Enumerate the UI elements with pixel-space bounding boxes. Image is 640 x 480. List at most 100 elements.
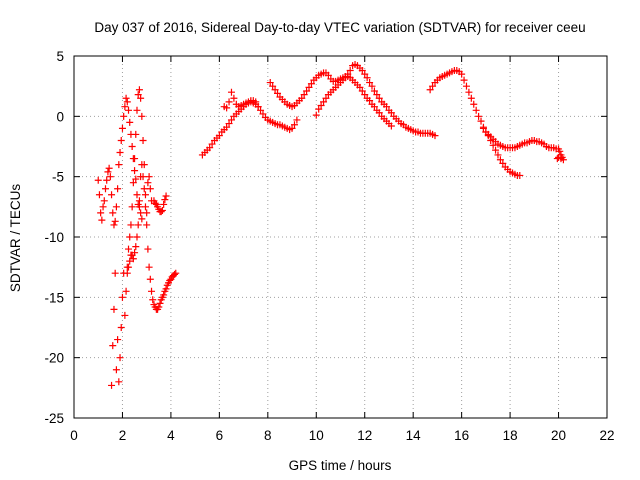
data-point xyxy=(121,103,129,111)
data-point xyxy=(131,167,139,175)
data-point xyxy=(366,97,374,105)
data-point xyxy=(479,124,487,132)
data-point xyxy=(148,287,156,295)
data-point xyxy=(132,175,140,183)
data-point xyxy=(125,245,133,253)
data-point xyxy=(375,94,383,102)
data-point xyxy=(94,176,102,184)
axis-ticks xyxy=(73,55,608,419)
data-point xyxy=(373,91,381,99)
data-point xyxy=(475,112,483,120)
data-point xyxy=(206,144,214,152)
data-point xyxy=(363,74,371,82)
data-point xyxy=(157,208,165,216)
series-arc-6 xyxy=(220,88,262,112)
data-point xyxy=(426,86,434,94)
x-tick-label: 22 xyxy=(599,428,614,443)
data-point xyxy=(317,101,325,109)
x-tick-label: 20 xyxy=(551,428,566,443)
data-point xyxy=(155,303,163,311)
data-point xyxy=(116,149,124,157)
data-point xyxy=(121,311,129,319)
data-point xyxy=(144,179,152,187)
data-point xyxy=(144,245,152,253)
data-point xyxy=(135,86,143,94)
data-point xyxy=(465,88,473,96)
x-tick-label: 12 xyxy=(357,428,372,443)
data-point xyxy=(290,121,298,129)
data-point xyxy=(151,199,159,207)
data-point xyxy=(160,291,168,299)
data-point xyxy=(223,104,231,112)
data-point xyxy=(122,94,130,102)
data-point xyxy=(99,203,107,211)
data-point xyxy=(489,141,497,149)
data-point xyxy=(141,191,149,199)
data-point xyxy=(122,287,130,295)
data-point xyxy=(134,91,142,99)
data-point xyxy=(307,80,315,88)
data-point xyxy=(215,132,223,140)
data-point xyxy=(223,123,231,131)
x-tick-label: 10 xyxy=(309,428,324,443)
data-point xyxy=(358,87,366,95)
data-point xyxy=(141,203,149,211)
data-point xyxy=(227,116,235,124)
data-point xyxy=(346,66,354,74)
data-point xyxy=(103,176,111,184)
data-point xyxy=(166,276,174,284)
data-point xyxy=(387,109,395,117)
series-arc-2 xyxy=(108,86,180,389)
data-point xyxy=(128,143,136,150)
y-tick-label: 5 xyxy=(56,49,64,64)
data-point xyxy=(138,112,146,120)
data-point xyxy=(149,296,157,304)
y-tick-label: -15 xyxy=(44,290,64,305)
data-point xyxy=(462,82,470,90)
x-tick-label: 6 xyxy=(216,428,224,443)
data-point xyxy=(162,285,170,293)
data-point xyxy=(145,173,153,181)
x-tick-label: 14 xyxy=(406,428,422,443)
data-point xyxy=(126,257,134,265)
data-point xyxy=(555,153,563,161)
series-arc-5 xyxy=(198,98,301,159)
data-point xyxy=(324,71,332,79)
plot-frame xyxy=(73,55,608,419)
data-point xyxy=(100,197,108,205)
data-point xyxy=(116,354,124,362)
series-arc-8 xyxy=(312,60,439,140)
data-point xyxy=(138,215,146,223)
data-point xyxy=(135,203,143,211)
series-arc-7 xyxy=(266,69,395,130)
data-point xyxy=(227,88,235,96)
x-tick-label: 0 xyxy=(70,428,78,443)
data-point xyxy=(125,106,133,114)
data-point xyxy=(133,191,141,199)
data-point xyxy=(126,233,134,241)
data-point xyxy=(139,173,147,181)
data-point xyxy=(134,221,142,229)
data-point xyxy=(361,91,369,99)
data-point xyxy=(492,146,500,154)
data-point xyxy=(118,293,126,301)
data-point xyxy=(370,87,378,95)
y-tick-label: -20 xyxy=(44,351,64,366)
chart-title: Day 037 of 2016, Sidereal Day-to-day VTE… xyxy=(94,20,585,35)
data-point xyxy=(114,185,122,193)
data-point xyxy=(269,82,277,90)
series-arc-10 xyxy=(479,124,567,164)
data-point xyxy=(366,79,374,87)
data-point xyxy=(431,132,439,140)
data-point xyxy=(494,151,502,159)
data-point xyxy=(111,217,119,225)
x-tick-label: 8 xyxy=(264,428,272,443)
y-tick-label: -5 xyxy=(52,170,64,185)
data-point xyxy=(111,269,119,277)
data-point xyxy=(133,233,141,241)
data-point xyxy=(112,203,120,211)
data-point xyxy=(114,336,122,344)
data-point xyxy=(320,98,328,106)
axis-tick-labels: 0 2 4 6 8 10 12 14 16 18 20 22 -25 -20 -15 -10 -5 0 5 xyxy=(44,49,614,443)
